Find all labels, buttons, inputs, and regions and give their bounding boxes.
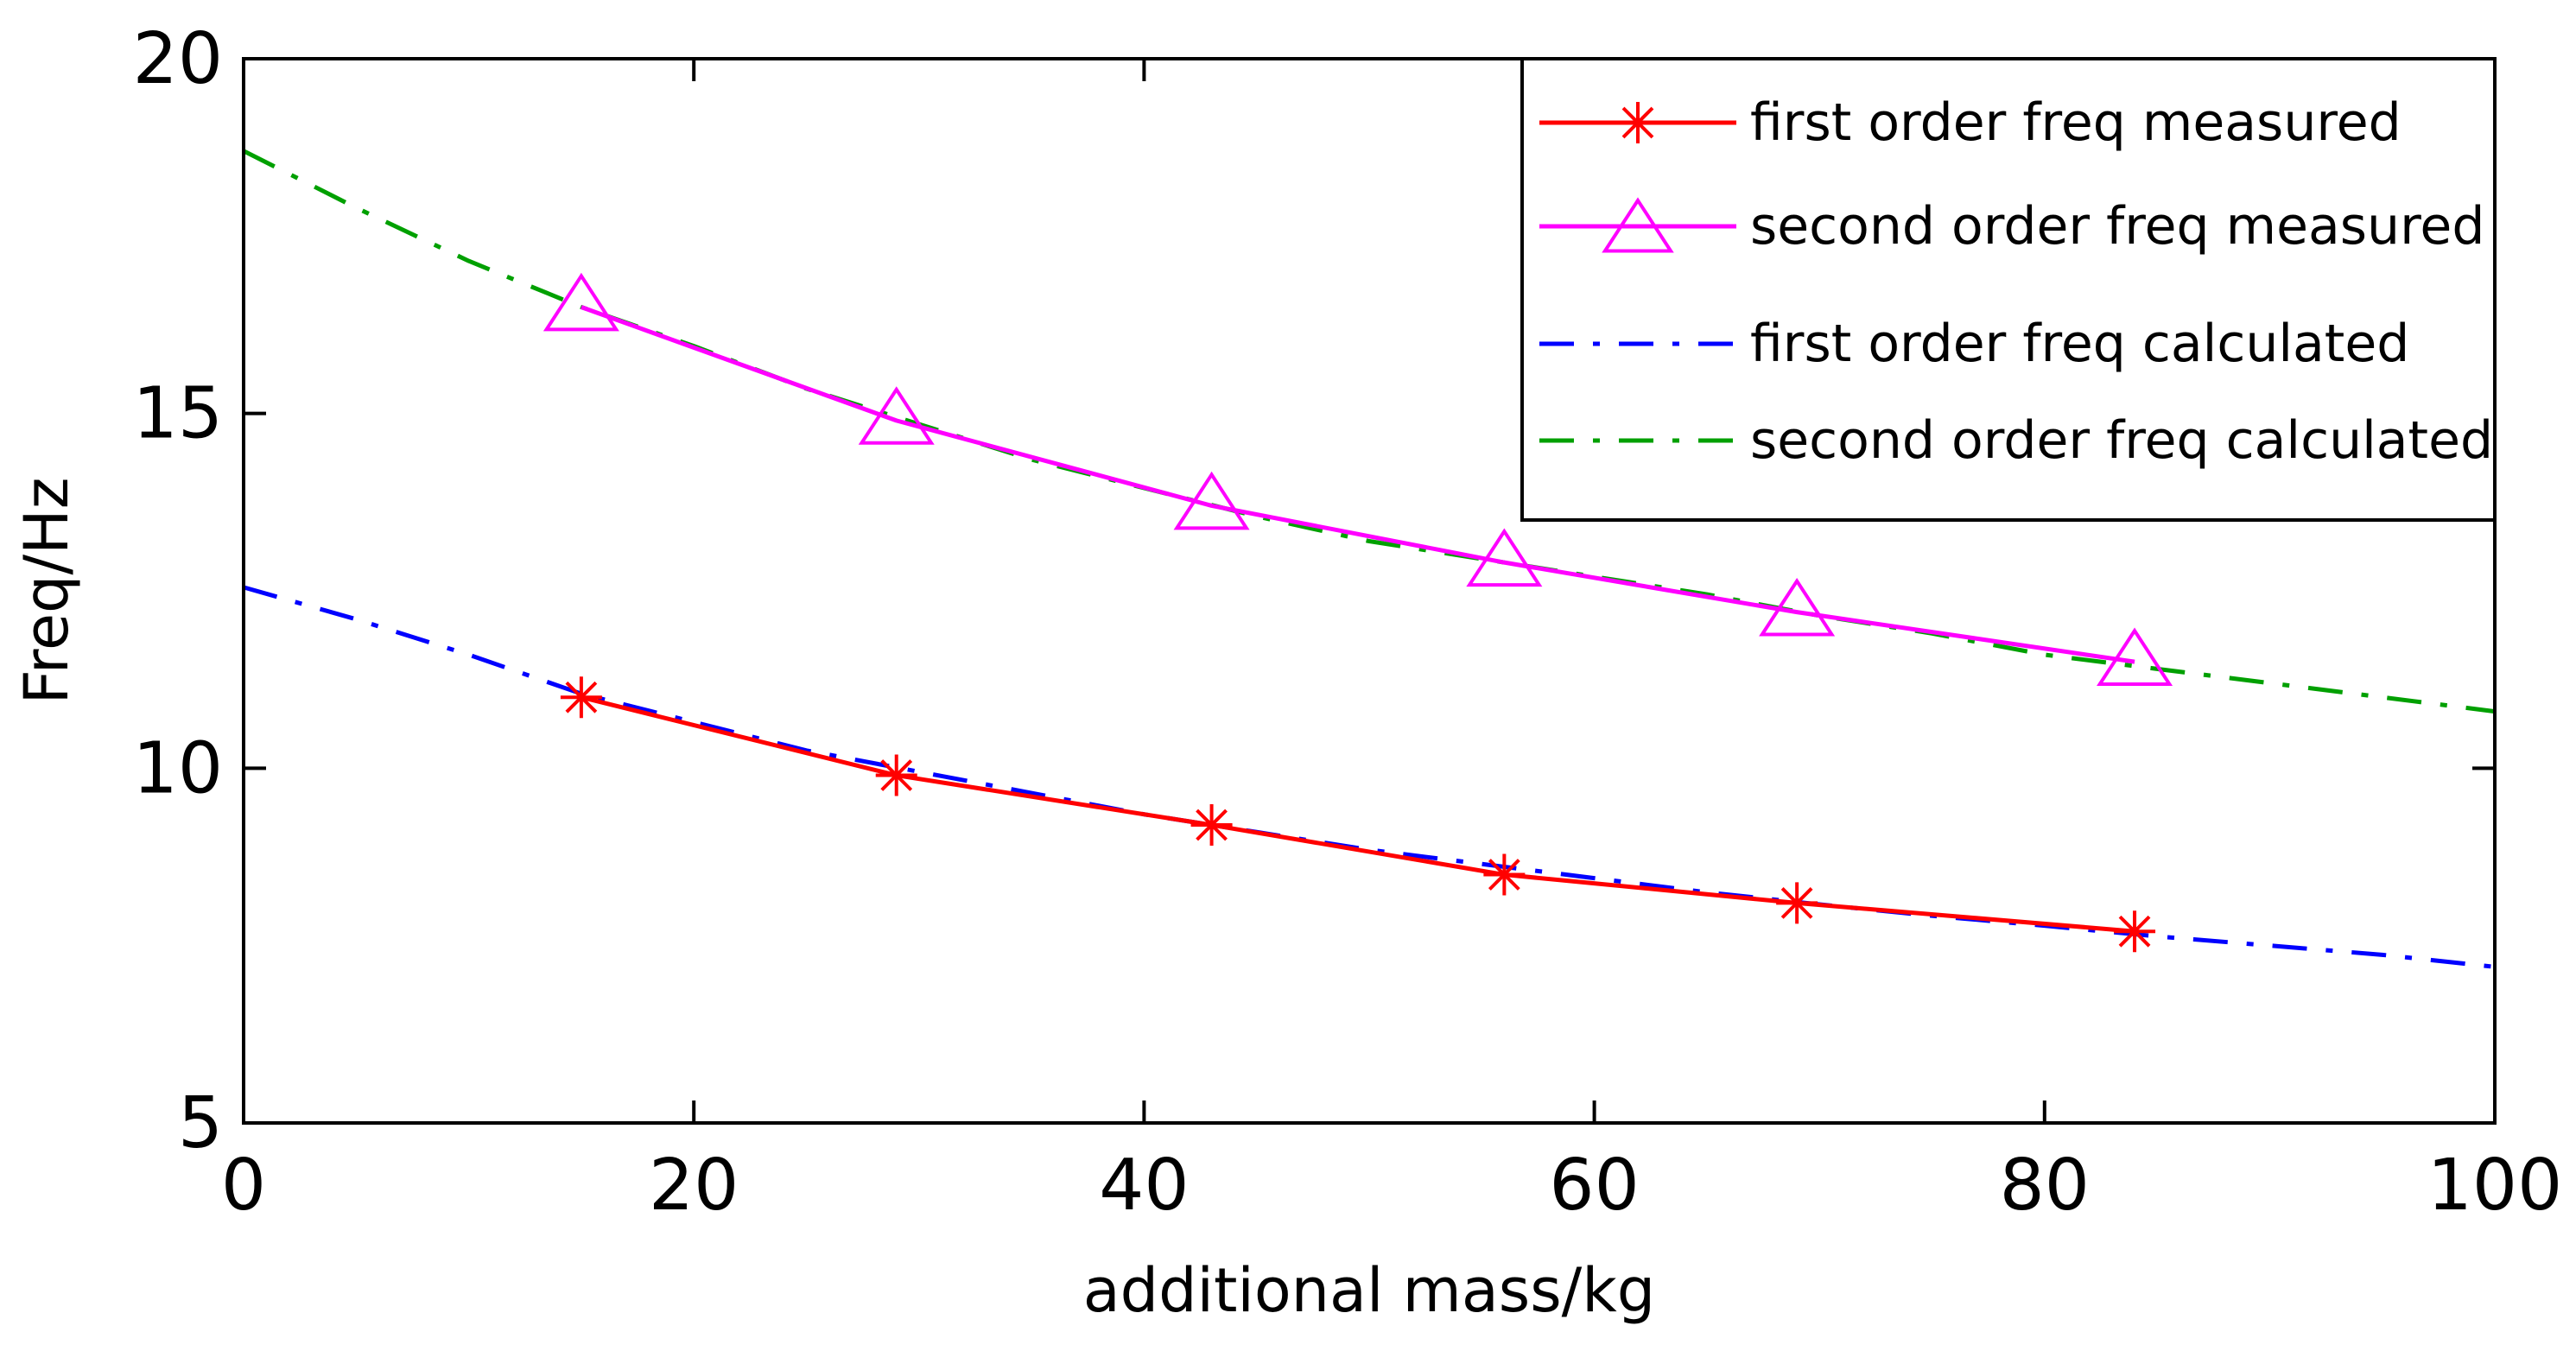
legend-label-first-order-calculated: first order freq calculated (1750, 314, 2409, 374)
legend: first order freq measured second order f… (1520, 57, 2497, 522)
y-axis-title: Freq/Hz (11, 478, 82, 705)
marker-triangle (1466, 528, 1543, 587)
series-second-order-freq-measured (542, 272, 2173, 687)
marker-star-stroke (565, 681, 598, 714)
legend-samples (1539, 102, 1736, 443)
x-tick-label: 80 (2000, 1145, 2090, 1227)
marker-triangle (1759, 577, 1836, 637)
marker-star (1483, 853, 1526, 896)
marker-star-stroke (880, 759, 913, 791)
y-tick-label: 15 (133, 373, 223, 455)
legend-label-second-order-calculated: second order freq calculated (1750, 410, 2493, 471)
plot-frame (242, 57, 2497, 1125)
y-tick-label: 10 (133, 727, 223, 809)
legend-label-second-order-measured: second order freq measured (1750, 196, 2484, 257)
marker-triangle (858, 386, 935, 445)
marker-triangle (1173, 471, 1250, 530)
marker-star (560, 676, 602, 719)
marker-star (2114, 910, 2156, 953)
x-tick-label: 40 (1099, 1145, 1189, 1227)
series-line (581, 695, 2135, 934)
series-line (581, 305, 2135, 664)
marker-star (1617, 102, 1659, 143)
marker-star (1776, 882, 1818, 924)
x-tick-label: 20 (649, 1145, 739, 1227)
y-tick-label: 20 (133, 18, 223, 100)
x-tick-label: 60 (1549, 1145, 1639, 1227)
y-tick-label: 5 (178, 1082, 223, 1164)
series-layer (242, 149, 2496, 969)
x-tick-label: 100 (2427, 1145, 2563, 1227)
axes-layer: 0 20 40 60 80 100 5 10 15 20 (133, 18, 2563, 1227)
legend-label-first-order-measured: first order freq measured (1750, 92, 2402, 153)
marker-star-stroke (1780, 887, 1813, 919)
marker-star (1190, 804, 1233, 847)
marker-star-stroke (1196, 809, 1228, 841)
marker-star-stroke (1488, 859, 1520, 891)
series-first-order-freq-measured (560, 676, 2156, 953)
x-tick-label: 0 (221, 1145, 266, 1227)
x-axis-title: additional mass/kg (1083, 1255, 1655, 1326)
marker-triangle (2097, 627, 2173, 687)
marker-star-stroke (2118, 915, 2151, 948)
marker-triangle (542, 272, 619, 332)
marker-triangle (1602, 197, 1674, 253)
marker-star-stroke (1621, 106, 1654, 139)
legend-box (1520, 57, 2497, 522)
marker-star (875, 754, 917, 796)
